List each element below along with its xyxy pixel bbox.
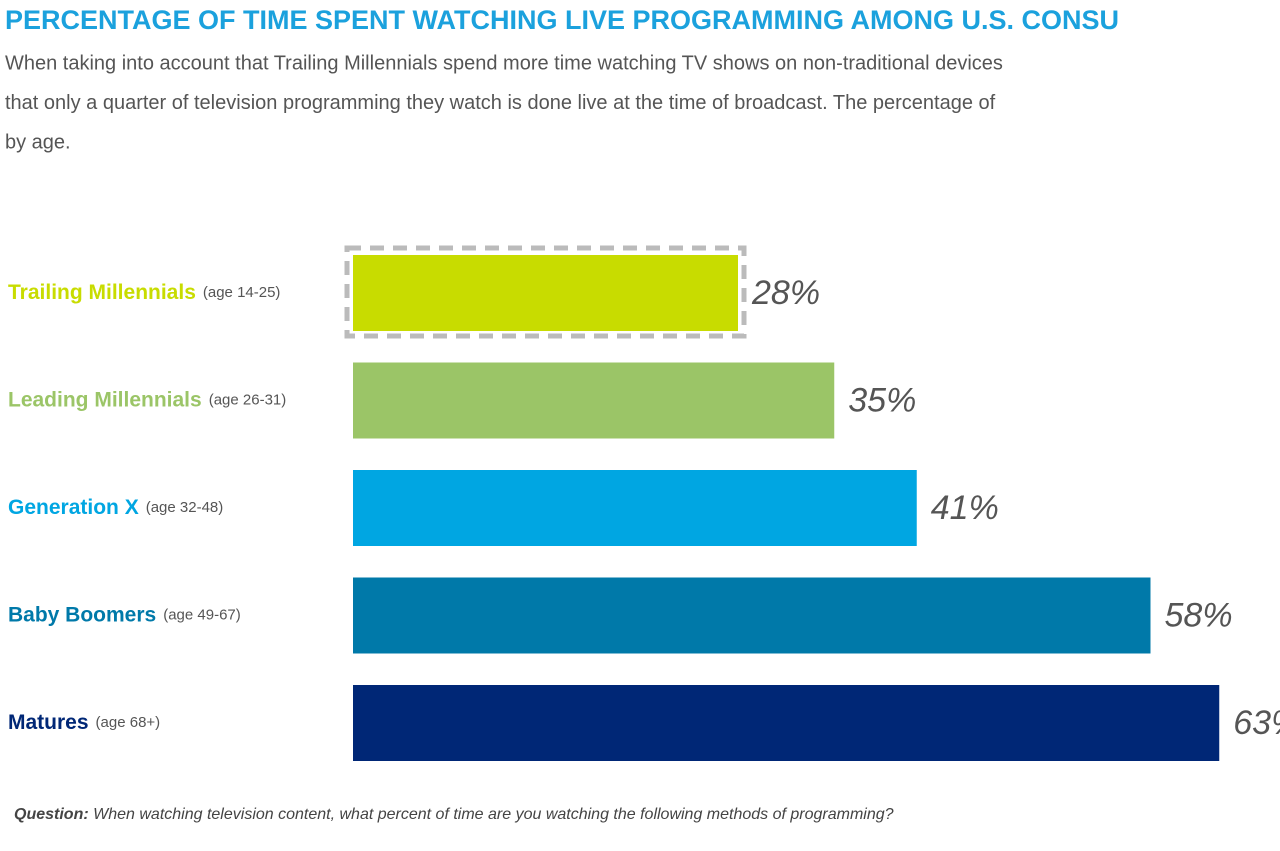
subtitle-line: that only a quarter of television progra… xyxy=(5,92,996,114)
category-label: Leading Millennials (age 26-31) xyxy=(8,388,286,411)
bar xyxy=(353,577,1151,654)
age-label: (age 14-25) xyxy=(203,284,281,301)
category-name: Generation X xyxy=(8,496,139,519)
footnote-label: Question: xyxy=(14,806,89,823)
bar xyxy=(353,685,1220,761)
age-label: (age 49-67) xyxy=(163,606,241,623)
subtitle-line: When taking into account that Trailing M… xyxy=(5,52,1003,74)
bar xyxy=(353,470,917,546)
category-label: Generation X (age 32-48) xyxy=(8,496,223,519)
highlight-frame xyxy=(344,245,747,339)
bar xyxy=(353,255,738,331)
age-label: (age 26-31) xyxy=(209,391,287,408)
chart-title: PERCENTAGE OF TIME SPENT WATCHING LIVE P… xyxy=(5,5,1119,35)
category-name: Leading Millennials xyxy=(8,388,202,411)
value-label: 63% xyxy=(1233,704,1280,742)
category-label: Trailing Millennials (age 14-25) xyxy=(8,281,280,304)
category-label: Matures (age 68+) xyxy=(8,711,160,734)
age-label: (age 32-48) xyxy=(146,499,224,516)
category-name: Baby Boomers xyxy=(8,603,156,626)
category-name: Trailing Millennials xyxy=(8,281,196,304)
value-label: 28% xyxy=(751,274,820,312)
footnote-text: When watching television content, what p… xyxy=(93,806,894,823)
category-name: Matures xyxy=(8,711,89,734)
age-label: (age 68+) xyxy=(96,714,161,731)
value-label: 41% xyxy=(931,489,999,527)
value-label: 35% xyxy=(848,381,916,419)
bar xyxy=(353,362,835,439)
subtitle-line: by age. xyxy=(5,131,71,153)
value-label: 58% xyxy=(1165,596,1233,634)
footnote: Question: When watching television conte… xyxy=(14,806,894,823)
category-label: Baby Boomers (age 49-67) xyxy=(8,603,241,626)
